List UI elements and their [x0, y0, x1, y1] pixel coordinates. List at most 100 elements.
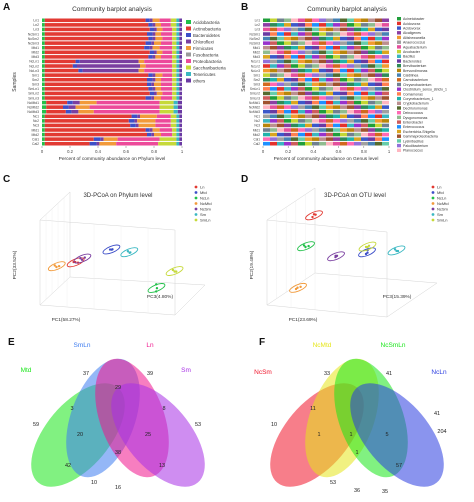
bar-segment: [270, 36, 277, 41]
legend-label: Tenericutes: [193, 72, 216, 77]
bar-segment: [284, 23, 291, 27]
bar-segment: [162, 36, 173, 41]
bar-segment: [347, 41, 354, 45]
bar-segment: [179, 68, 182, 73]
bar-segment: [361, 105, 368, 109]
bar-segment: [284, 41, 291, 45]
bar-segment: [375, 123, 382, 128]
bar-segment: [305, 45, 312, 50]
bar-segment: [382, 91, 389, 96]
legend-label: Acidobacteria: [193, 20, 220, 25]
bar-segment: [71, 109, 79, 114]
bar-segment: [176, 27, 180, 32]
legend-label: Firmicutes: [193, 46, 214, 51]
sample-point: [307, 244, 310, 248]
bar-segment: [326, 23, 333, 27]
bar-segment: [284, 73, 291, 77]
bar-segment: [298, 36, 305, 41]
region-count: 10: [91, 480, 97, 486]
bar-segment: [263, 141, 270, 146]
bar-segment: [161, 77, 173, 82]
sample-tick-label: NcSm1: [28, 32, 39, 36]
bar-segment: [375, 59, 382, 64]
bar-segment: [159, 100, 174, 105]
bar-segment: [42, 82, 45, 87]
bar-segment: [375, 91, 382, 96]
legend-label: Ln: [200, 185, 204, 190]
bar-segment: [147, 77, 153, 82]
bar-segment: [263, 82, 270, 87]
bar-segment: [155, 119, 171, 123]
bar-segment: [354, 132, 361, 137]
sample-point: [80, 258, 84, 261]
bar-segment: [347, 45, 354, 50]
bar-segment: [162, 91, 173, 96]
bar-segment: [161, 32, 173, 36]
bar-segment: [291, 50, 298, 55]
legend-marker: [194, 202, 198, 205]
bar-segment: [305, 96, 312, 100]
legend-swatch: [397, 120, 401, 124]
bar-segment: [42, 64, 45, 68]
bar-segment: [354, 114, 361, 119]
legend-label: Sm: [437, 212, 444, 217]
bar-segment: [176, 73, 180, 77]
bar-segment: [354, 55, 361, 59]
bar-segment: [277, 128, 284, 132]
sample-tick-label: SmLn3: [250, 96, 260, 100]
bar-segment: [44, 23, 149, 27]
bar-segment: [340, 18, 347, 23]
bar-segment: [375, 128, 382, 132]
bar-segment: [326, 27, 333, 32]
bar-segment: [361, 119, 368, 123]
bar-segment: [284, 64, 291, 68]
bar-segment: [277, 68, 284, 73]
bar-segment: [333, 96, 340, 100]
x-tick-label: 0.8: [361, 149, 367, 154]
bar-segment: [42, 91, 45, 96]
bar-segment: [151, 132, 154, 137]
bar-segment: [375, 114, 382, 119]
bar-segment: [298, 87, 305, 91]
sample-tick-label: NcLn3: [251, 69, 260, 73]
bar-segment: [312, 41, 319, 45]
bar-segment: [277, 123, 284, 128]
bar-segment: [382, 36, 389, 41]
bar-segment: [82, 68, 139, 73]
bar-segment: [149, 128, 153, 132]
bar-segment: [277, 23, 284, 27]
bar-segment: [176, 41, 180, 45]
bar-segment: [347, 32, 354, 36]
sample-point: [55, 265, 58, 269]
bar-segment: [42, 55, 45, 59]
bar-segment: [354, 73, 361, 77]
bar-segment: [347, 114, 354, 119]
set-label: NcLn: [431, 369, 447, 376]
bar-segment: [375, 50, 382, 55]
bar-segment: [263, 132, 270, 137]
sample-point: [334, 254, 337, 258]
bar-segment: [368, 45, 375, 50]
sample-point: [304, 245, 307, 249]
bar-segment: [312, 27, 319, 32]
group-ellipse: [305, 210, 323, 221]
bar-segment: [340, 91, 347, 96]
legend-label: Actinobacteria: [193, 26, 221, 31]
bar-segment: [382, 119, 389, 123]
bar-segment: [291, 132, 298, 137]
sample-point: [299, 285, 302, 289]
bar-segment: [176, 132, 180, 137]
bar-segment: [361, 55, 368, 59]
sample-point: [396, 249, 400, 253]
legend-label: Paludibacterium: [403, 144, 428, 148]
legend-label: NcLn: [437, 196, 446, 201]
bar-segment: [263, 18, 270, 23]
bar-segment: [270, 119, 277, 123]
region-count: 36: [354, 488, 360, 494]
bar-segment: [145, 18, 150, 23]
bar-segment: [176, 137, 180, 141]
bar-segment: [152, 18, 160, 23]
bar-segment: [354, 109, 361, 114]
x-tick-label: 0.4: [95, 149, 101, 154]
x-axis-label: PC1(58.27%): [52, 317, 81, 323]
